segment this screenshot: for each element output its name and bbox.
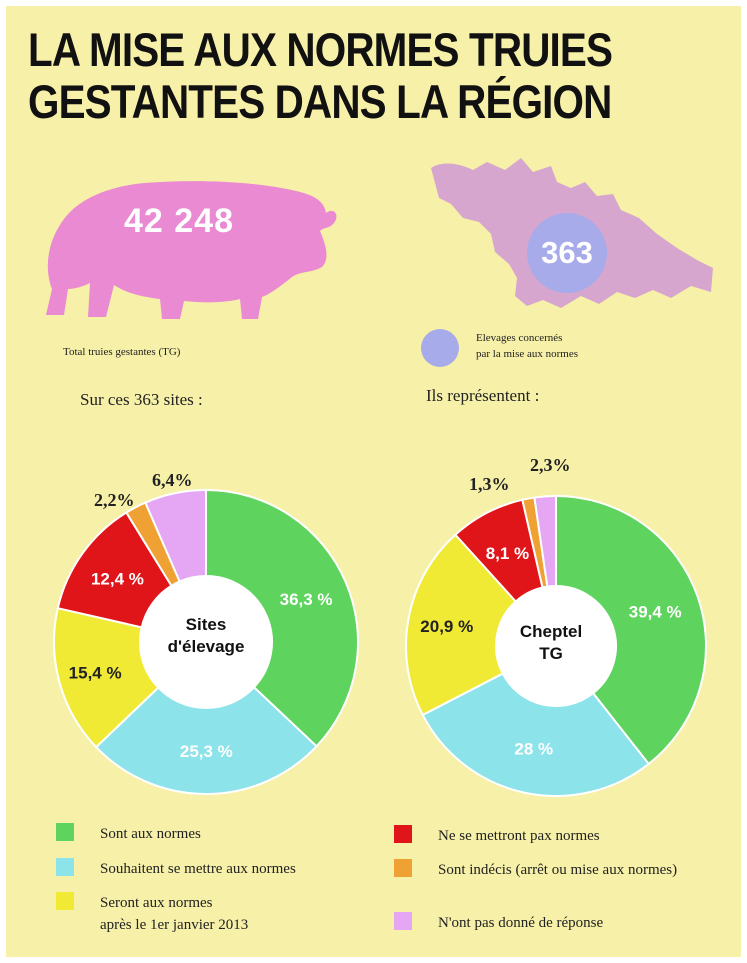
sites-center-line-1: Sites bbox=[185, 615, 227, 634]
legend-label-undecided-line-1: Sont indécis (arrêt ou mise aux normes) bbox=[438, 862, 678, 878]
legend-item-wish-to-conform: Souhaitent se mettre aux normes bbox=[56, 858, 296, 880]
legend-swatch-after-2013 bbox=[56, 892, 74, 910]
sites-center-line-2: d'élevage bbox=[167, 637, 245, 656]
region-number-circle bbox=[527, 213, 607, 293]
cheptel-center-line-1: Cheptel bbox=[519, 622, 583, 641]
legend-swatch-not-conform bbox=[394, 825, 412, 843]
legend-label-not-conform-line-1: Ne se mettront pax normes bbox=[438, 828, 600, 844]
cheptel-undecided-pct: 1,3% bbox=[469, 474, 510, 494]
cheptel-conform-pct: 39,4 % bbox=[629, 603, 682, 622]
sites-wish-to-conform-pct: 25,3 % bbox=[180, 742, 233, 761]
sites-undecided-pct: 2,2% bbox=[94, 490, 135, 510]
cheptel-center-line-2: TG bbox=[539, 644, 563, 663]
region-legend-swatch bbox=[421, 329, 459, 367]
donut-chart-sites: 36,3 % 25,3 % 15,4 % 12,4 % 39,4 % 28 % 20,9 %… bbox=[53, 488, 707, 797]
region-legend-line-1: Elevages concernés bbox=[476, 332, 563, 344]
cheptel-wish-to-conform-pct: 28 % bbox=[514, 740, 553, 759]
legend-label-undecided: Sont indécis (arrêt ou mise aux normes) bbox=[438, 859, 677, 881]
sites-donut-hole bbox=[140, 576, 272, 708]
legend-swatch-wish-to-conform bbox=[56, 858, 74, 876]
legend-label-wish-to-conform-line-1: Souhaitent se mettre aux normes bbox=[100, 861, 296, 877]
sites-after-2013-pct: 15,4 % bbox=[69, 664, 122, 683]
legend-label-after-2013-line-1: Seront aux normes bbox=[100, 895, 213, 911]
legend-label-no-answer: N'ont pas donné de réponse bbox=[438, 912, 603, 934]
legend-swatch-conform bbox=[56, 823, 74, 841]
pig-number: 42 248 bbox=[124, 202, 234, 240]
cheptel-not-conform-pct: 8,1 % bbox=[486, 544, 529, 563]
legend-item-no-answer: N'ont pas donné de réponse bbox=[394, 912, 603, 934]
page-title: LA MISE AUX NORMES TRUIES GESTANTES DANS… bbox=[28, 24, 630, 128]
legend-swatch-no-answer bbox=[394, 912, 412, 930]
cheptel-center-label: Cheptel TG bbox=[496, 621, 606, 665]
legend-swatch-undecided bbox=[394, 859, 412, 877]
subhead-sites: Sur ces 363 sites : bbox=[80, 390, 203, 409]
subhead-cheptel: Ils représentent : bbox=[426, 386, 540, 405]
legend-item-not-conform: Ne se mettront pax normes bbox=[394, 825, 600, 847]
sites-conform-pct: 36,3 % bbox=[280, 590, 333, 609]
legend-label-not-conform: Ne se mettront pax normes bbox=[438, 825, 600, 847]
legend-label-conform-line-1: Sont aux normes bbox=[100, 826, 201, 842]
legend-label-after-2013: Seront aux normes après le 1er janvier 20… bbox=[100, 892, 248, 936]
region-number: 363 bbox=[541, 235, 593, 270]
legend-label-no-answer-line-1: N'ont pas donné de réponse bbox=[438, 915, 604, 931]
sites-center-label: Sites d'élevage bbox=[146, 614, 266, 658]
legend-label-wish-to-conform: Souhaitent se mettre aux normes bbox=[100, 858, 296, 880]
legend-item-after-2013: Seront aux normes après le 1er janvier 20… bbox=[56, 892, 248, 936]
cheptel-no-answer-pct: 2,3% bbox=[530, 455, 571, 475]
infographic-poster: LA MISE AUX NORMES TRUIES GESTANTES DANS… bbox=[6, 6, 741, 957]
legend-label-after-2013-line-2: après le 1er janvier 2013 bbox=[100, 917, 249, 933]
pig-icon bbox=[46, 181, 337, 319]
region-legend-line-2: par la mise aux normes bbox=[476, 348, 579, 360]
legend-item-undecided: Sont indécis (arrêt ou mise aux normes) bbox=[394, 859, 677, 881]
title-line-2: GESTANTES DANS LA RÉGION bbox=[28, 75, 612, 128]
legend-item-conform: Sont aux normes bbox=[56, 823, 201, 845]
sites-not-conform-pct: 12,4 % bbox=[91, 569, 144, 588]
title-line-1: LA MISE AUX NORMES TRUIES bbox=[28, 23, 613, 76]
legend-label-conform: Sont aux normes bbox=[100, 823, 201, 845]
cheptel-donut-hole bbox=[496, 586, 616, 706]
cheptel-after-2013-pct: 20,9 % bbox=[420, 617, 473, 636]
sites-no-answer-pct: 6,4% bbox=[152, 470, 193, 490]
pig-caption: Total truies gestantes (TG) bbox=[63, 346, 181, 358]
